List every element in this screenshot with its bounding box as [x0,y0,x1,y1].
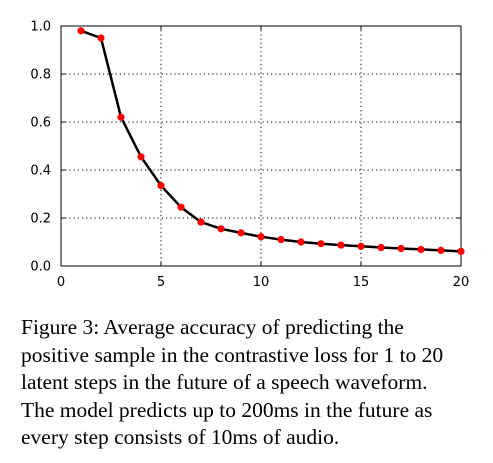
x-tick-label: 5 [157,275,165,290]
tick-labels: 0 5 10 15 20 0.0 0.2 0.4 0.6 0.8 1.0 [30,20,469,291]
y-tick-label: 0.4 [30,164,51,179]
data-point [297,238,305,246]
grid-lines [61,26,461,266]
data-point [157,182,165,190]
data-point [317,240,325,248]
caption-line-4: The model predicts up to 200ms in the fu… [21,397,433,422]
data-point [117,113,125,121]
data-point [377,243,385,252]
data-point [437,246,445,254]
y-tick-label: 0.8 [30,68,51,83]
caption-line-3: latent steps in the future of a speech w… [21,370,428,394]
figure-caption: Figure 3: Average accuracy of predicting… [21,314,483,452]
data-point [337,241,345,249]
y-tick-label: 0.2 [30,212,51,227]
x-tick-label: 15 [353,275,370,290]
y-tick-label: 1.0 [30,20,51,35]
data-point [397,244,405,253]
x-tick-label: 0 [57,275,65,290]
data-point [277,236,285,244]
y-tick-label: 0.0 [30,260,51,275]
data-point [177,203,185,211]
x-tick-label: 10 [253,275,270,290]
caption-line-5: every step consists of 10ms of audio. [21,425,340,449]
data-point [77,27,85,35]
axis-ticks [60,25,462,267]
series-accuracy [77,27,465,255]
data-point [137,153,145,161]
data-point [97,34,105,42]
data-point [417,245,425,254]
data-point [197,218,205,226]
caption-line-1: Figure 3: Average accuracy of predicting… [21,315,404,339]
data-point [217,225,225,233]
y-tick-label: 0.6 [30,116,51,131]
plot-area-frame [60,25,462,267]
data-point [457,247,465,255]
x-tick-label: 20 [453,275,470,290]
data-point [257,233,265,241]
data-point [237,229,245,237]
data-point [357,242,365,250]
caption-line-2: positive sample in the contrastive loss … [21,342,444,367]
accuracy-line-chart: 0 5 10 15 20 0.0 0.2 0.4 0.6 0.8 1.0 [30,20,469,291]
